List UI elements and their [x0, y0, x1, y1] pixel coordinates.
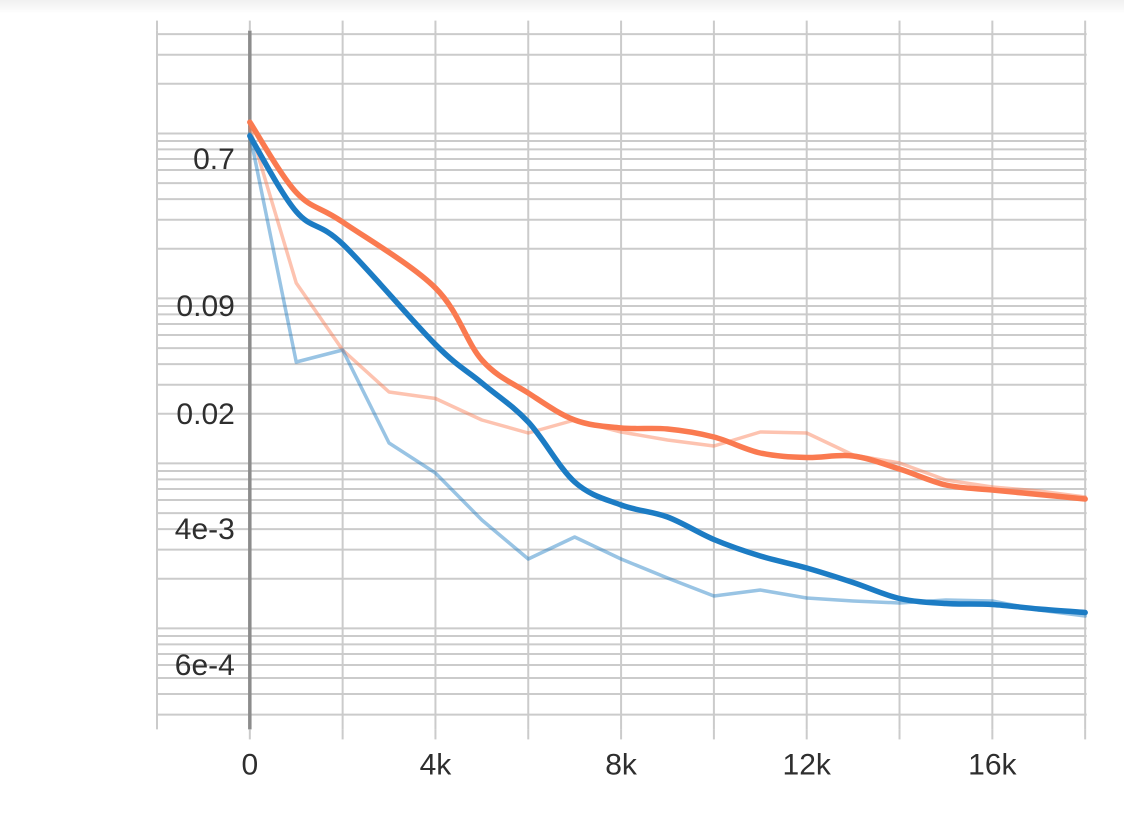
svg-text:12k: 12k [783, 748, 832, 781]
svg-text:16k: 16k [968, 748, 1017, 781]
svg-text:4e-3: 4e-3 [175, 513, 235, 546]
svg-text:0.7: 0.7 [193, 143, 235, 176]
svg-text:0: 0 [241, 748, 258, 781]
svg-text:0.09: 0.09 [176, 290, 234, 323]
svg-text:8k: 8k [605, 748, 638, 781]
svg-text:6e-4: 6e-4 [175, 649, 235, 682]
svg-text:4k: 4k [420, 748, 453, 781]
svg-text:0.02: 0.02 [176, 398, 234, 431]
